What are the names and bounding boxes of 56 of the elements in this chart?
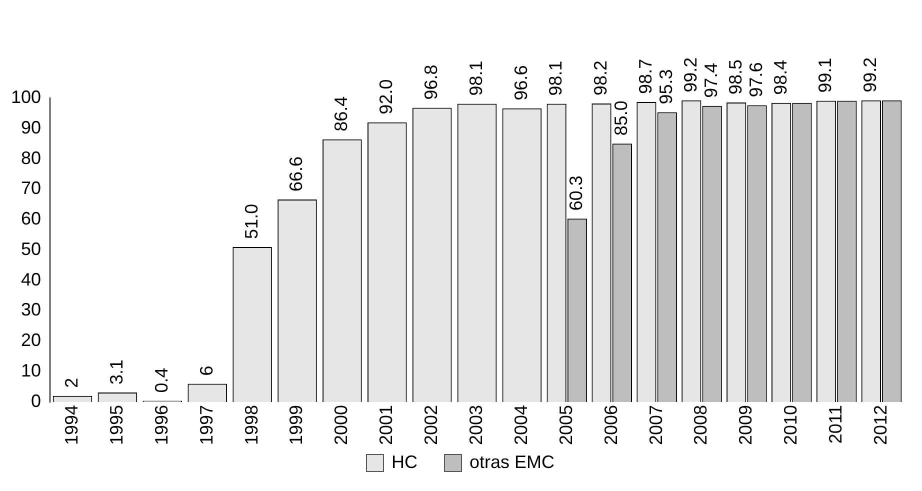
data-label: 98.1 <box>466 60 486 96</box>
y-tick-label: 0 <box>31 390 42 411</box>
data-label: 97.4 <box>701 62 722 98</box>
x-tick-label: 2000 <box>331 404 352 446</box>
data-label: 97.6 <box>746 62 766 98</box>
data-label: 95.3 <box>656 69 676 104</box>
data-label: 98.1 <box>546 60 566 96</box>
data-label: 98.7 <box>635 58 656 94</box>
data-label: 98.2 <box>590 60 610 96</box>
x-tick-label: 2002 <box>421 404 442 446</box>
data-label: 99.2 <box>680 57 700 92</box>
y-tick-label: 90 <box>21 117 42 138</box>
data-label: 99.1 <box>815 58 836 93</box>
data-label: 6 <box>196 366 216 376</box>
x-tick-label: 2011 <box>826 404 846 444</box>
y-tick-label: 40 <box>21 269 42 290</box>
x-tick-label: 2006 <box>600 404 621 446</box>
x-tick-label: 1994 <box>61 404 82 446</box>
data-label: 96.6 <box>510 65 531 100</box>
x-tick-label: 2010 <box>780 404 801 446</box>
x-tick-label: 2001 <box>376 404 396 446</box>
y-tick-label: 80 <box>21 148 42 168</box>
x-tick-label: 1998 <box>241 404 262 446</box>
legend-label: otras EMC <box>469 452 555 473</box>
y-tick-label: 20 <box>21 330 42 350</box>
data-label: 51.0 <box>241 204 262 239</box>
data-label: 98.4 <box>770 60 790 95</box>
legend-label: HC <box>391 452 418 473</box>
x-tick-label: 2009 <box>736 404 756 446</box>
x-tick-label: 2005 <box>556 404 576 446</box>
data-label: 3.1 <box>106 360 126 385</box>
data-label: 96.8 <box>421 64 442 100</box>
data-label: 85.0 <box>611 100 632 136</box>
x-tick-label: 2012 <box>870 404 890 446</box>
data-label: 60.3 <box>566 176 586 211</box>
x-tick-label: 2008 <box>690 404 711 446</box>
x-tick-label: 2007 <box>646 404 666 446</box>
x-tick-label: 1999 <box>286 404 306 446</box>
data-label: 0.4 <box>151 368 172 393</box>
data-label: 2 <box>61 378 82 388</box>
y-tick-label: 60 <box>21 208 42 229</box>
y-tick-label: 30 <box>21 300 42 320</box>
x-tick-label: 2003 <box>466 404 486 446</box>
x-tick-label: 1997 <box>196 404 216 446</box>
data-label: 99.2 <box>860 57 880 92</box>
data-label: 98.5 <box>725 60 746 95</box>
y-tick-label: 50 <box>21 238 42 259</box>
y-tick-label: 70 <box>21 178 42 198</box>
data-label: 66.6 <box>286 156 306 192</box>
data-label: 92.0 <box>376 79 396 114</box>
x-tick-label: 2004 <box>510 404 531 446</box>
y-tick-label: 10 <box>21 360 42 381</box>
x-tick-label: 1996 <box>151 404 172 446</box>
x-tick-label: 1995 <box>106 404 126 446</box>
y-tick-label: 100 <box>10 86 42 107</box>
data-label: 86.4 <box>331 96 352 132</box>
